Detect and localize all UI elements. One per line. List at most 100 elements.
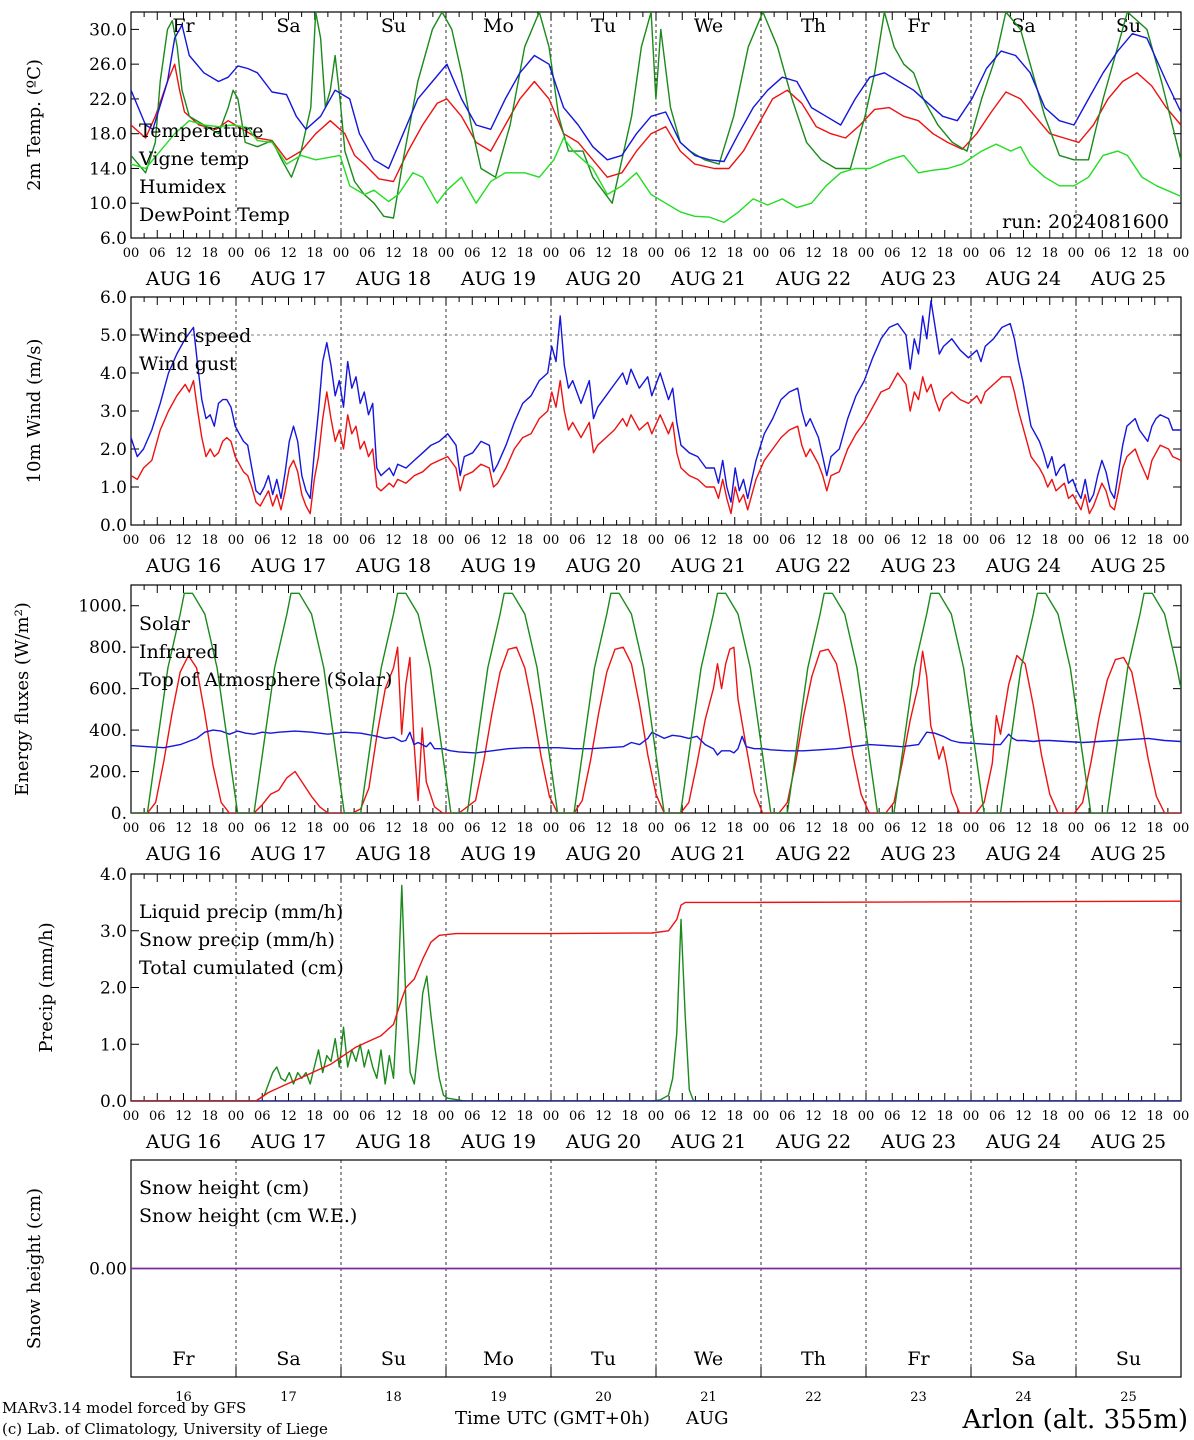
- x-hour-label: 18: [1041, 533, 1058, 548]
- x-date-label: AUG 18: [355, 555, 431, 577]
- x-date-label: AUG 16: [145, 555, 221, 577]
- x-hour-label: 12: [700, 821, 717, 836]
- x-hour-label: 00: [648, 1109, 665, 1124]
- x-hour-label: 18: [516, 1109, 533, 1124]
- x-hour-label: 18: [1146, 246, 1163, 261]
- panels: 6.0 10.0 14.0 18.0 22.0 26.0 30.0 2m Temp. (ºC)…: [12, 11, 1190, 1405]
- weekday-label: Th: [801, 1348, 826, 1370]
- station-label: Arlon (alt. 355m): [961, 1405, 1188, 1435]
- x-date-label: AUG 16: [145, 1131, 221, 1153]
- x-hour-label: 18: [726, 1109, 743, 1124]
- x-hour-label: 12: [385, 821, 402, 836]
- x-hour-label: 00: [648, 533, 665, 548]
- day-number-label: 24: [1015, 1390, 1032, 1405]
- footer-model: MARv3.14 model forced by GFS: [2, 1399, 246, 1417]
- x-hour-label: 12: [490, 533, 507, 548]
- legend-entry: Total cumulated (cm): [139, 957, 344, 979]
- legend-entry: Snow height (cm): [139, 1177, 309, 1199]
- legend-entry: Solar: [139, 613, 191, 635]
- x-date-label: AUG 21: [670, 555, 746, 577]
- x-hour-label: 06: [569, 533, 586, 548]
- x-hour-label: 18: [726, 246, 743, 261]
- x-hour-label: 18: [1146, 821, 1163, 836]
- weekday-label: Tu: [591, 1348, 616, 1370]
- x-hour-label: 12: [805, 246, 822, 261]
- y-tick-label: 1.0: [100, 478, 127, 498]
- x-hour-label: 12: [595, 821, 612, 836]
- x-hour-label: 06: [1094, 246, 1111, 261]
- x-hour-label: 00: [543, 821, 560, 836]
- x-date-label: AUG 17: [250, 843, 326, 865]
- series-wind-gust: [131, 300, 1181, 503]
- x-hour-label: 18: [201, 533, 218, 548]
- x-hour-label: 00: [1173, 533, 1190, 548]
- x-hour-label: 12: [805, 821, 822, 836]
- x-hour-label: 18: [1041, 821, 1058, 836]
- x-hour-label: 12: [490, 1109, 507, 1124]
- x-date-label: AUG 17: [250, 1131, 326, 1153]
- panel-2: 0.0 1.0 2.0 3.0 4.0 5.0 6.0 10m Wind (m/s) 00 06 1…: [24, 288, 1189, 577]
- x-axis-title: Time UTC (GMT+0h): [455, 1408, 650, 1429]
- y-axis-label: 10m Wind (m/s): [24, 339, 45, 484]
- x-hour-label: 06: [254, 246, 271, 261]
- x-hour-label: 06: [884, 1109, 901, 1124]
- x-hour-label: 06: [359, 246, 376, 261]
- day-number-label: 25: [1120, 1390, 1137, 1405]
- y-axis-label: 2m Temp. (ºC): [24, 59, 45, 191]
- panel-4: 0.0 1.0 2.0 3.0 4.0 Precip (mm/h) 00 06 12 18 AUG …: [36, 865, 1189, 1153]
- x-hour-label: 12: [805, 533, 822, 548]
- x-hour-label: 06: [989, 246, 1006, 261]
- x-hour-label: 18: [621, 533, 638, 548]
- day-number-label: 19: [490, 1390, 507, 1405]
- x-hour-label: 18: [1146, 1109, 1163, 1124]
- x-date-label: AUG 24: [985, 268, 1061, 290]
- weekday-label: Tu: [591, 15, 616, 37]
- x-hour-label: 18: [936, 533, 953, 548]
- y-tick-label: 2.0: [100, 440, 127, 460]
- x-hour-label: 18: [726, 533, 743, 548]
- y-tick-label: 0.0: [100, 516, 127, 536]
- x-hour-label: 18: [936, 246, 953, 261]
- x-date-label: AUG 19: [460, 1131, 536, 1153]
- series-group: [131, 12, 1181, 224]
- x-hour-label: 18: [621, 1109, 638, 1124]
- x-hour-label: 00: [963, 821, 980, 836]
- x-hour-label: 00: [228, 821, 245, 836]
- x-hour-label: 00: [1173, 246, 1190, 261]
- x-hour-label: 18: [306, 533, 323, 548]
- x-hour-label: 06: [674, 821, 691, 836]
- x-hour-label: 18: [411, 1109, 428, 1124]
- x-hour-label: 06: [884, 821, 901, 836]
- x-hour-label: 12: [1015, 246, 1032, 261]
- x-hour-label: 00: [1173, 1109, 1190, 1124]
- x-hour-label: 18: [621, 246, 638, 261]
- x-date-label: AUG 25: [1090, 268, 1166, 290]
- weekday-label: Mo: [483, 15, 514, 37]
- x-hour-label: 00: [963, 533, 980, 548]
- x-hour-label: 06: [464, 821, 481, 836]
- x-hour-label: 00: [333, 246, 350, 261]
- x-hour-label: 06: [884, 246, 901, 261]
- y-tick-label: 22.0: [89, 90, 127, 110]
- y-tick-label: 10.0: [89, 194, 127, 214]
- weekday-label: Sa: [276, 1348, 300, 1370]
- x-hour-label: 00: [963, 246, 980, 261]
- x-hour-label: 18: [1041, 1109, 1058, 1124]
- month-label: AUG: [685, 1408, 729, 1429]
- x-date-label: AUG 19: [460, 268, 536, 290]
- x-date-label: AUG 20: [565, 843, 641, 865]
- x-hour-label: 06: [569, 1109, 586, 1124]
- series-group: [131, 884, 1181, 1101]
- x-hour-label: 00: [228, 246, 245, 261]
- x-date-label: AUG 16: [145, 268, 221, 290]
- x-hour-label: 12: [175, 821, 192, 836]
- x-hour-label: 00: [123, 821, 140, 836]
- x-hour-label: 12: [1120, 533, 1137, 548]
- x-hour-label: 18: [726, 821, 743, 836]
- x-hour-label: 18: [831, 246, 848, 261]
- x-hour-label: 12: [280, 246, 297, 261]
- x-date-label: AUG 20: [565, 268, 641, 290]
- x-hour-label: 18: [201, 246, 218, 261]
- weekday-label: Fr: [907, 1348, 930, 1370]
- x-hour-label: 12: [490, 246, 507, 261]
